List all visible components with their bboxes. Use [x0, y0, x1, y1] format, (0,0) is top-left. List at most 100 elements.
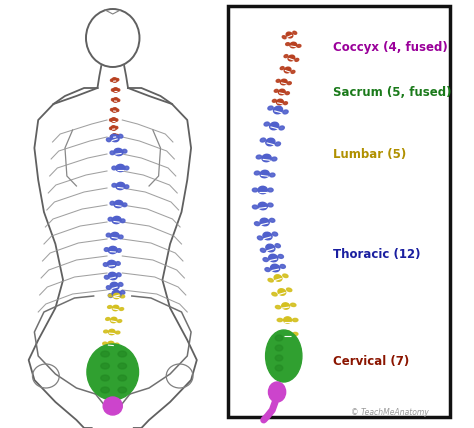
Text: Cervical (7): Cervical (7) [333, 355, 409, 368]
Ellipse shape [107, 138, 111, 142]
Ellipse shape [108, 247, 117, 254]
Ellipse shape [263, 258, 268, 262]
Ellipse shape [279, 126, 284, 130]
Ellipse shape [110, 232, 119, 240]
Ellipse shape [101, 363, 109, 369]
Ellipse shape [104, 276, 109, 279]
Ellipse shape [286, 32, 293, 38]
Ellipse shape [116, 127, 118, 129]
Ellipse shape [293, 31, 297, 34]
Ellipse shape [282, 303, 290, 309]
Ellipse shape [116, 262, 120, 265]
Ellipse shape [264, 122, 269, 126]
Ellipse shape [280, 265, 285, 268]
Bar [228, 6, 450, 417]
Ellipse shape [270, 218, 275, 222]
Ellipse shape [260, 170, 269, 178]
Ellipse shape [109, 119, 112, 121]
Ellipse shape [273, 99, 276, 102]
Ellipse shape [108, 294, 113, 297]
Ellipse shape [266, 138, 275, 146]
Ellipse shape [120, 219, 125, 223]
Ellipse shape [297, 45, 301, 48]
Ellipse shape [113, 98, 118, 102]
Ellipse shape [268, 188, 273, 192]
Ellipse shape [276, 99, 283, 105]
Ellipse shape [87, 344, 138, 400]
Ellipse shape [253, 205, 258, 209]
Ellipse shape [275, 335, 283, 341]
Ellipse shape [284, 55, 288, 58]
Text: Coccyx (4, fused): Coccyx (4, fused) [333, 41, 447, 54]
Ellipse shape [106, 286, 111, 289]
Ellipse shape [268, 382, 286, 402]
Ellipse shape [110, 135, 113, 137]
Ellipse shape [275, 306, 281, 309]
Ellipse shape [101, 387, 109, 393]
Ellipse shape [101, 351, 109, 357]
Ellipse shape [283, 331, 292, 337]
Ellipse shape [111, 126, 117, 130]
Ellipse shape [274, 275, 282, 281]
Ellipse shape [104, 248, 109, 251]
Ellipse shape [113, 88, 118, 92]
Ellipse shape [118, 89, 120, 91]
Ellipse shape [110, 109, 113, 111]
Text: © TeachMeAnatomy: © TeachMeAnatomy [351, 408, 428, 417]
Ellipse shape [270, 173, 275, 177]
Ellipse shape [278, 289, 286, 295]
Ellipse shape [280, 79, 287, 85]
Ellipse shape [268, 279, 273, 282]
Ellipse shape [262, 154, 271, 162]
Ellipse shape [124, 185, 129, 189]
Ellipse shape [118, 282, 123, 286]
Ellipse shape [269, 254, 278, 262]
Ellipse shape [119, 308, 124, 310]
Ellipse shape [112, 217, 121, 224]
Ellipse shape [112, 290, 121, 298]
Ellipse shape [260, 138, 265, 142]
Ellipse shape [287, 82, 292, 85]
Ellipse shape [112, 166, 116, 170]
Ellipse shape [112, 78, 118, 82]
Ellipse shape [274, 89, 278, 92]
Ellipse shape [275, 142, 281, 146]
Ellipse shape [108, 306, 112, 308]
Ellipse shape [288, 55, 295, 61]
Ellipse shape [117, 134, 119, 137]
Ellipse shape [272, 157, 277, 161]
Ellipse shape [275, 345, 283, 351]
Ellipse shape [117, 273, 121, 276]
Ellipse shape [275, 244, 281, 248]
Ellipse shape [112, 108, 118, 112]
Ellipse shape [276, 80, 280, 82]
Ellipse shape [278, 89, 285, 95]
Ellipse shape [263, 232, 272, 240]
Ellipse shape [286, 43, 290, 45]
Ellipse shape [110, 317, 117, 323]
Ellipse shape [118, 99, 120, 101]
Ellipse shape [285, 92, 290, 95]
Ellipse shape [117, 79, 119, 81]
Ellipse shape [118, 134, 123, 138]
Ellipse shape [110, 282, 119, 290]
Ellipse shape [271, 264, 280, 272]
Ellipse shape [292, 318, 298, 321]
Ellipse shape [268, 203, 273, 207]
Ellipse shape [295, 58, 299, 61]
Text: Thoracic (12): Thoracic (12) [333, 248, 420, 261]
Ellipse shape [260, 218, 269, 226]
Ellipse shape [111, 98, 114, 101]
Ellipse shape [287, 288, 292, 291]
Ellipse shape [116, 164, 125, 172]
Ellipse shape [120, 291, 125, 294]
Ellipse shape [106, 233, 110, 237]
Ellipse shape [111, 118, 117, 122]
Ellipse shape [108, 342, 114, 347]
Ellipse shape [284, 67, 291, 73]
Ellipse shape [106, 318, 110, 320]
Ellipse shape [122, 149, 127, 153]
Ellipse shape [112, 134, 118, 138]
Ellipse shape [107, 260, 116, 268]
Ellipse shape [292, 333, 298, 336]
